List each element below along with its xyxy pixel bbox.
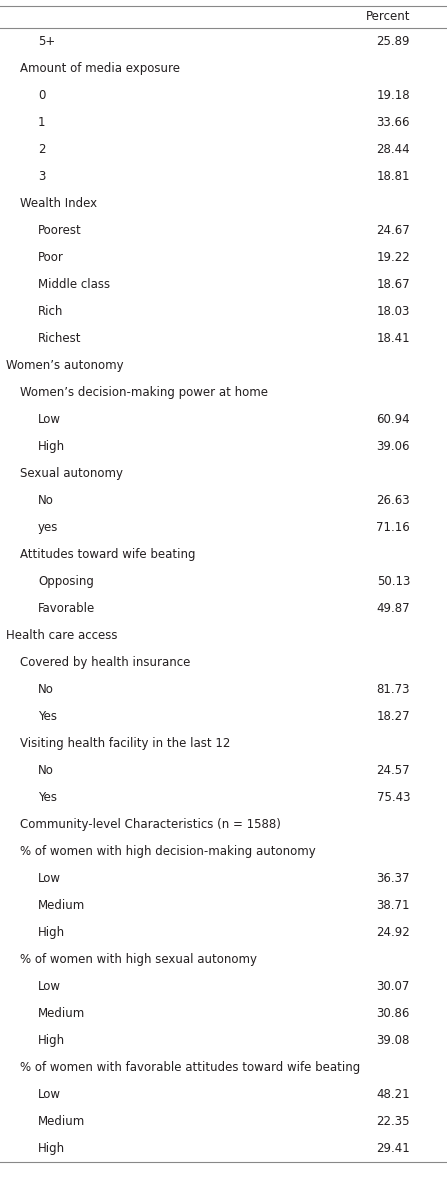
Text: Covered by health insurance: Covered by health insurance: [20, 656, 190, 670]
Text: High: High: [38, 1142, 65, 1155]
Text: Women’s autonomy: Women’s autonomy: [6, 359, 124, 371]
Text: Wealth Index: Wealth Index: [20, 197, 97, 210]
Text: 25.89: 25.89: [376, 35, 410, 48]
Text: Middle class: Middle class: [38, 278, 110, 291]
Text: 30.07: 30.07: [377, 980, 410, 993]
Text: 48.21: 48.21: [376, 1088, 410, 1101]
Text: 18.03: 18.03: [377, 305, 410, 319]
Text: 5+: 5+: [38, 35, 55, 48]
Text: Visiting health facility in the last 12: Visiting health facility in the last 12: [20, 737, 230, 750]
Text: Poorest: Poorest: [38, 224, 82, 237]
Text: Medium: Medium: [38, 1007, 85, 1020]
Text: Yes: Yes: [38, 710, 57, 722]
Text: No: No: [38, 683, 54, 696]
Text: 49.87: 49.87: [376, 602, 410, 615]
Text: Favorable: Favorable: [38, 602, 95, 615]
Text: 36.37: 36.37: [376, 871, 410, 885]
Text: 28.44: 28.44: [376, 143, 410, 156]
Text: 3: 3: [38, 169, 46, 183]
Text: % of women with high sexual autonomy: % of women with high sexual autonomy: [20, 953, 257, 966]
Text: Attitudes toward wife beating: Attitudes toward wife beating: [20, 548, 195, 561]
Text: % of women with high decision-making autonomy: % of women with high decision-making aut…: [20, 845, 316, 858]
Text: Low: Low: [38, 1088, 61, 1101]
Text: Women’s decision-making power at home: Women’s decision-making power at home: [20, 386, 268, 399]
Text: 2: 2: [38, 143, 46, 156]
Text: 18.27: 18.27: [376, 710, 410, 722]
Text: 29.41: 29.41: [376, 1142, 410, 1155]
Text: Poor: Poor: [38, 251, 64, 264]
Text: Medium: Medium: [38, 899, 85, 912]
Text: 39.08: 39.08: [377, 1034, 410, 1047]
Text: Medium: Medium: [38, 1115, 85, 1127]
Text: 38.71: 38.71: [376, 899, 410, 912]
Text: 19.18: 19.18: [376, 89, 410, 102]
Text: 33.66: 33.66: [376, 117, 410, 129]
Text: 71.16: 71.16: [376, 520, 410, 534]
Text: 24.67: 24.67: [376, 224, 410, 237]
Text: Health care access: Health care access: [6, 629, 118, 642]
Text: 75.43: 75.43: [376, 791, 410, 804]
Text: No: No: [38, 764, 54, 776]
Text: 39.06: 39.06: [376, 440, 410, 453]
Text: Richest: Richest: [38, 332, 81, 345]
Text: High: High: [38, 1034, 65, 1047]
Text: 18.41: 18.41: [376, 332, 410, 345]
Text: 22.35: 22.35: [376, 1115, 410, 1127]
Text: 1: 1: [38, 117, 46, 129]
Text: 0: 0: [38, 89, 46, 102]
Text: 60.94: 60.94: [376, 413, 410, 426]
Text: 30.86: 30.86: [377, 1007, 410, 1020]
Text: Community-level Characteristics (n = 1588): Community-level Characteristics (n = 158…: [20, 819, 281, 831]
Text: 18.67: 18.67: [376, 278, 410, 291]
Text: Rich: Rich: [38, 305, 63, 319]
Text: High: High: [38, 926, 65, 939]
Text: 18.81: 18.81: [376, 169, 410, 183]
Text: % of women with favorable attitudes toward wife beating: % of women with favorable attitudes towa…: [20, 1061, 360, 1075]
Text: Amount of media exposure: Amount of media exposure: [20, 63, 180, 75]
Text: Low: Low: [38, 413, 61, 426]
Text: 24.57: 24.57: [376, 764, 410, 776]
Text: 26.63: 26.63: [376, 494, 410, 507]
Text: yes: yes: [38, 520, 59, 534]
Text: Sexual autonomy: Sexual autonomy: [20, 468, 123, 480]
Text: Yes: Yes: [38, 791, 57, 804]
Text: Low: Low: [38, 871, 61, 885]
Text: Opposing: Opposing: [38, 575, 94, 588]
Text: 81.73: 81.73: [376, 683, 410, 696]
Text: Percent: Percent: [366, 11, 410, 24]
Text: 19.22: 19.22: [376, 251, 410, 264]
Text: No: No: [38, 494, 54, 507]
Text: Low: Low: [38, 980, 61, 993]
Text: 24.92: 24.92: [376, 926, 410, 939]
Text: 50.13: 50.13: [377, 575, 410, 588]
Text: High: High: [38, 440, 65, 453]
